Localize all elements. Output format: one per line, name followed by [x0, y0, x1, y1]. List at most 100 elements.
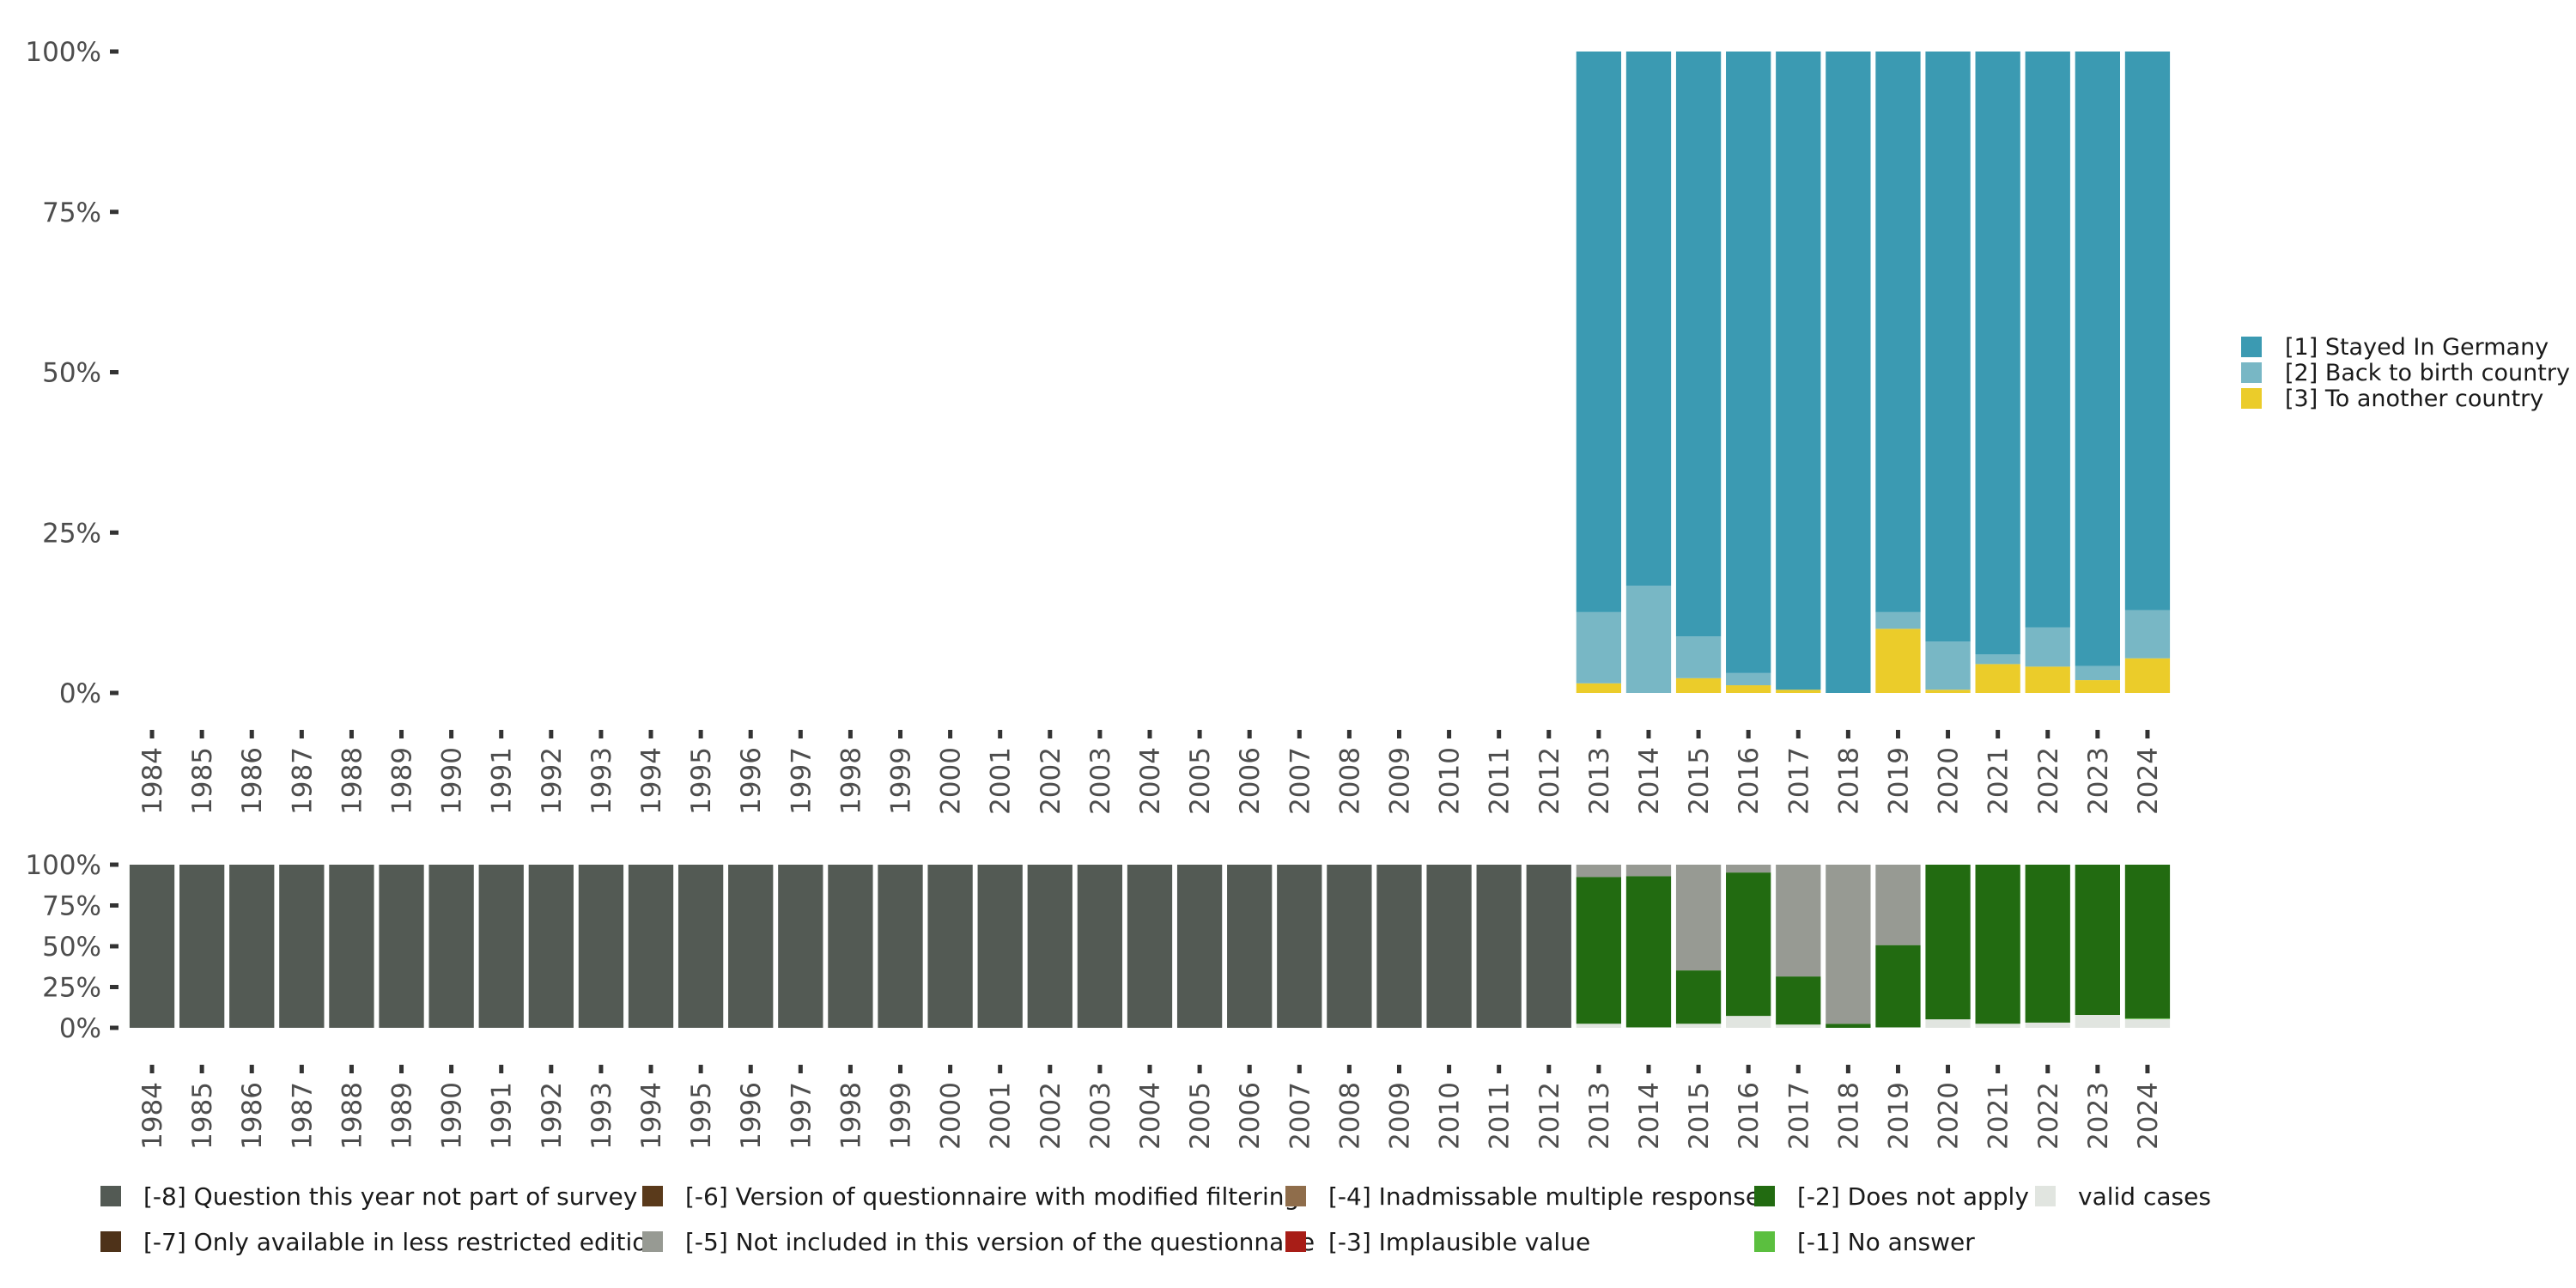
- x-tick-mark: [2145, 1065, 2150, 1073]
- bar-segment-2018-3: [1826, 865, 1871, 1024]
- x-tick-mark: [449, 730, 454, 738]
- x-tick-label: 2016: [1734, 1082, 1765, 1150]
- x-tick-label: 1988: [337, 1082, 368, 1150]
- x-tick-label: 2020: [1934, 1082, 1965, 1150]
- bar-segment-2024-1: [2124, 610, 2171, 659]
- x-tick-label: 2018: [1833, 747, 1864, 815]
- y-tick-mark: [110, 944, 118, 949]
- x-tick-label: 1985: [187, 1082, 218, 1150]
- bar-segment-1989-4: [379, 865, 424, 1028]
- bar-segment-1998-4: [828, 865, 873, 1028]
- x-tick-mark: [2045, 1065, 2050, 1073]
- x-tick-mark: [399, 1065, 404, 1073]
- x-tick-mark: [1197, 1065, 1202, 1073]
- bar-segment-2014-0: [1625, 1027, 1672, 1028]
- x-tick-label: 2010: [1435, 747, 1466, 815]
- bar-segment-2023-0: [2075, 680, 2120, 693]
- x-tick-mark: [1795, 1065, 1801, 1073]
- bar-segment-2020-2: [1925, 865, 1971, 1020]
- bar-segment-2006-4: [1227, 865, 1273, 1028]
- x-tick-label: 2001: [986, 1082, 1017, 1150]
- bar-segment-2015-2: [1675, 970, 1722, 1024]
- x-tick-mark: [1048, 1065, 1053, 1073]
- legend-swatch: [100, 1231, 121, 1252]
- bottom-chart-legend: [-8] Question this year not part of surv…: [100, 1182, 2211, 1256]
- bar-segment-1986-4: [229, 865, 275, 1028]
- bar-segment-2024-0: [2124, 658, 2171, 693]
- bar-segment-1992-4: [528, 865, 574, 1028]
- x-tick-mark: [1895, 1065, 1900, 1073]
- bar-segment-2016-2: [1726, 872, 1771, 1017]
- y-tick-label: 50%: [42, 358, 101, 389]
- x-tick-mark: [1546, 730, 1552, 738]
- x-tick-mark: [848, 730, 853, 738]
- x-tick-label: 2024: [2133, 1082, 2164, 1150]
- x-tick-label: 2003: [1085, 747, 1116, 815]
- x-tick-label: 2012: [1534, 747, 1565, 815]
- x-tick-mark: [598, 730, 604, 738]
- x-tick-label: 1984: [137, 747, 168, 815]
- bar-segment-2024-2: [2124, 52, 2171, 611]
- x-tick-label: 2001: [986, 747, 1017, 815]
- x-tick-mark: [698, 1065, 703, 1073]
- y-tick-mark: [110, 49, 118, 54]
- bar-segment-2001-4: [977, 865, 1023, 1028]
- bar-segment-2016-1: [1726, 672, 1771, 686]
- bar-segment-2002-4: [1027, 865, 1072, 1028]
- bar-segment-2013-3: [1576, 865, 1622, 878]
- legend-swatch: [1285, 1186, 1306, 1206]
- legend-label: [-4] Inadmissable multiple response: [1328, 1182, 1760, 1211]
- x-tick-label: 2002: [1036, 1082, 1066, 1150]
- y-tick-label: 75%: [42, 891, 101, 922]
- x-tick-label: 1996: [736, 1082, 767, 1150]
- bar-segment-2021-0: [1975, 664, 2020, 693]
- bar-segment-2023-2: [2075, 865, 2120, 1015]
- bar-segment-2022-0: [2025, 1022, 2070, 1028]
- bar-segment-2017-0: [1776, 690, 1821, 693]
- bar-segment-1996-4: [728, 865, 774, 1028]
- bar-segment-2013-0: [1576, 683, 1622, 693]
- x-tick-label: 1995: [686, 1082, 717, 1150]
- x-tick-mark: [1546, 1065, 1552, 1073]
- x-tick-label: 2007: [1285, 747, 1315, 815]
- x-tick-mark: [948, 730, 953, 738]
- bar-segment-2024-1: [2124, 1018, 2171, 1019]
- x-tick-label: 1993: [586, 747, 617, 815]
- bar-segment-2021-2: [1975, 865, 2020, 1024]
- bar-segment-2015-2: [1675, 52, 1722, 637]
- x-tick-mark: [1197, 730, 1202, 738]
- x-tick-mark: [1346, 730, 1352, 738]
- bar-segment-2017-2: [1776, 976, 1821, 1025]
- x-tick-label: 2021: [1984, 1082, 2014, 1150]
- bar-segment-2015-3: [1675, 865, 1722, 971]
- bar-segment-1988-4: [329, 865, 374, 1028]
- bar-segment-2017-2: [1776, 52, 1821, 690]
- x-tick-label: 1997: [786, 1082, 817, 1150]
- bar-segment-2017-0: [1776, 1024, 1821, 1028]
- bar-segment-2019-2: [1875, 945, 1921, 1028]
- x-tick-mark: [2045, 730, 2050, 738]
- x-tick-mark: [1795, 730, 1801, 738]
- x-tick-mark: [1048, 730, 1053, 738]
- x-tick-mark: [1396, 1065, 1401, 1073]
- x-tick-label: 2014: [1634, 1082, 1665, 1150]
- x-tick-label: 2013: [1584, 747, 1615, 815]
- bar-segment-1984-4: [129, 865, 175, 1028]
- x-tick-label: 2012: [1534, 1082, 1565, 1150]
- bar-segment-2017-3: [1776, 865, 1821, 977]
- x-tick-mark: [1646, 1065, 1651, 1073]
- x-tick-mark: [648, 1065, 653, 1073]
- bar-segment-2021-0: [1975, 1024, 2020, 1028]
- x-tick-mark: [1996, 730, 2001, 738]
- legend-swatch: [1285, 1231, 1306, 1252]
- x-tick-mark: [249, 1065, 254, 1073]
- bar-segment-2009-4: [1376, 865, 1422, 1028]
- bar-segment-2015-0: [1675, 677, 1722, 693]
- x-tick-label: 2017: [1783, 747, 1814, 815]
- bar-segment-2013-0: [1576, 1024, 1622, 1028]
- bar-segment-1991-4: [478, 865, 524, 1028]
- x-tick-mark: [1396, 730, 1401, 738]
- x-tick-label: 2006: [1235, 747, 1266, 815]
- bar-segment-1990-4: [428, 865, 474, 1028]
